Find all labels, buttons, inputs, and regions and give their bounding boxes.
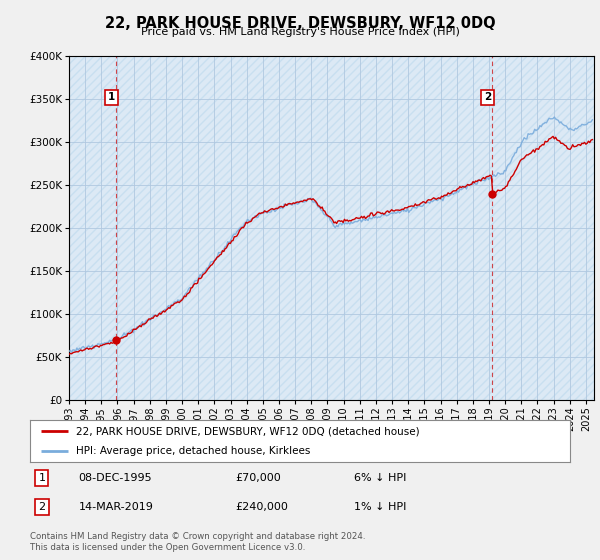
Text: Price paid vs. HM Land Registry's House Price Index (HPI): Price paid vs. HM Land Registry's House … bbox=[140, 27, 460, 37]
Text: 1% ↓ HPI: 1% ↓ HPI bbox=[354, 502, 406, 512]
Text: 14-MAR-2019: 14-MAR-2019 bbox=[79, 502, 154, 512]
Text: 2: 2 bbox=[38, 502, 46, 512]
Text: 08-DEC-1995: 08-DEC-1995 bbox=[79, 473, 152, 483]
Text: 22, PARK HOUSE DRIVE, DEWSBURY, WF12 0DQ: 22, PARK HOUSE DRIVE, DEWSBURY, WF12 0DQ bbox=[104, 16, 496, 31]
Text: £70,000: £70,000 bbox=[235, 473, 281, 483]
Text: This data is licensed under the Open Government Licence v3.0.: This data is licensed under the Open Gov… bbox=[30, 543, 305, 552]
Text: Contains HM Land Registry data © Crown copyright and database right 2024.: Contains HM Land Registry data © Crown c… bbox=[30, 532, 365, 541]
Text: 2: 2 bbox=[484, 92, 491, 102]
Text: 22, PARK HOUSE DRIVE, DEWSBURY, WF12 0DQ (detached house): 22, PARK HOUSE DRIVE, DEWSBURY, WF12 0DQ… bbox=[76, 426, 419, 436]
Text: £240,000: £240,000 bbox=[235, 502, 288, 512]
Text: 1: 1 bbox=[107, 92, 115, 102]
Text: 6% ↓ HPI: 6% ↓ HPI bbox=[354, 473, 406, 483]
Text: 1: 1 bbox=[38, 473, 46, 483]
Text: HPI: Average price, detached house, Kirklees: HPI: Average price, detached house, Kirk… bbox=[76, 446, 310, 456]
Bar bbox=[69, 56, 594, 400]
